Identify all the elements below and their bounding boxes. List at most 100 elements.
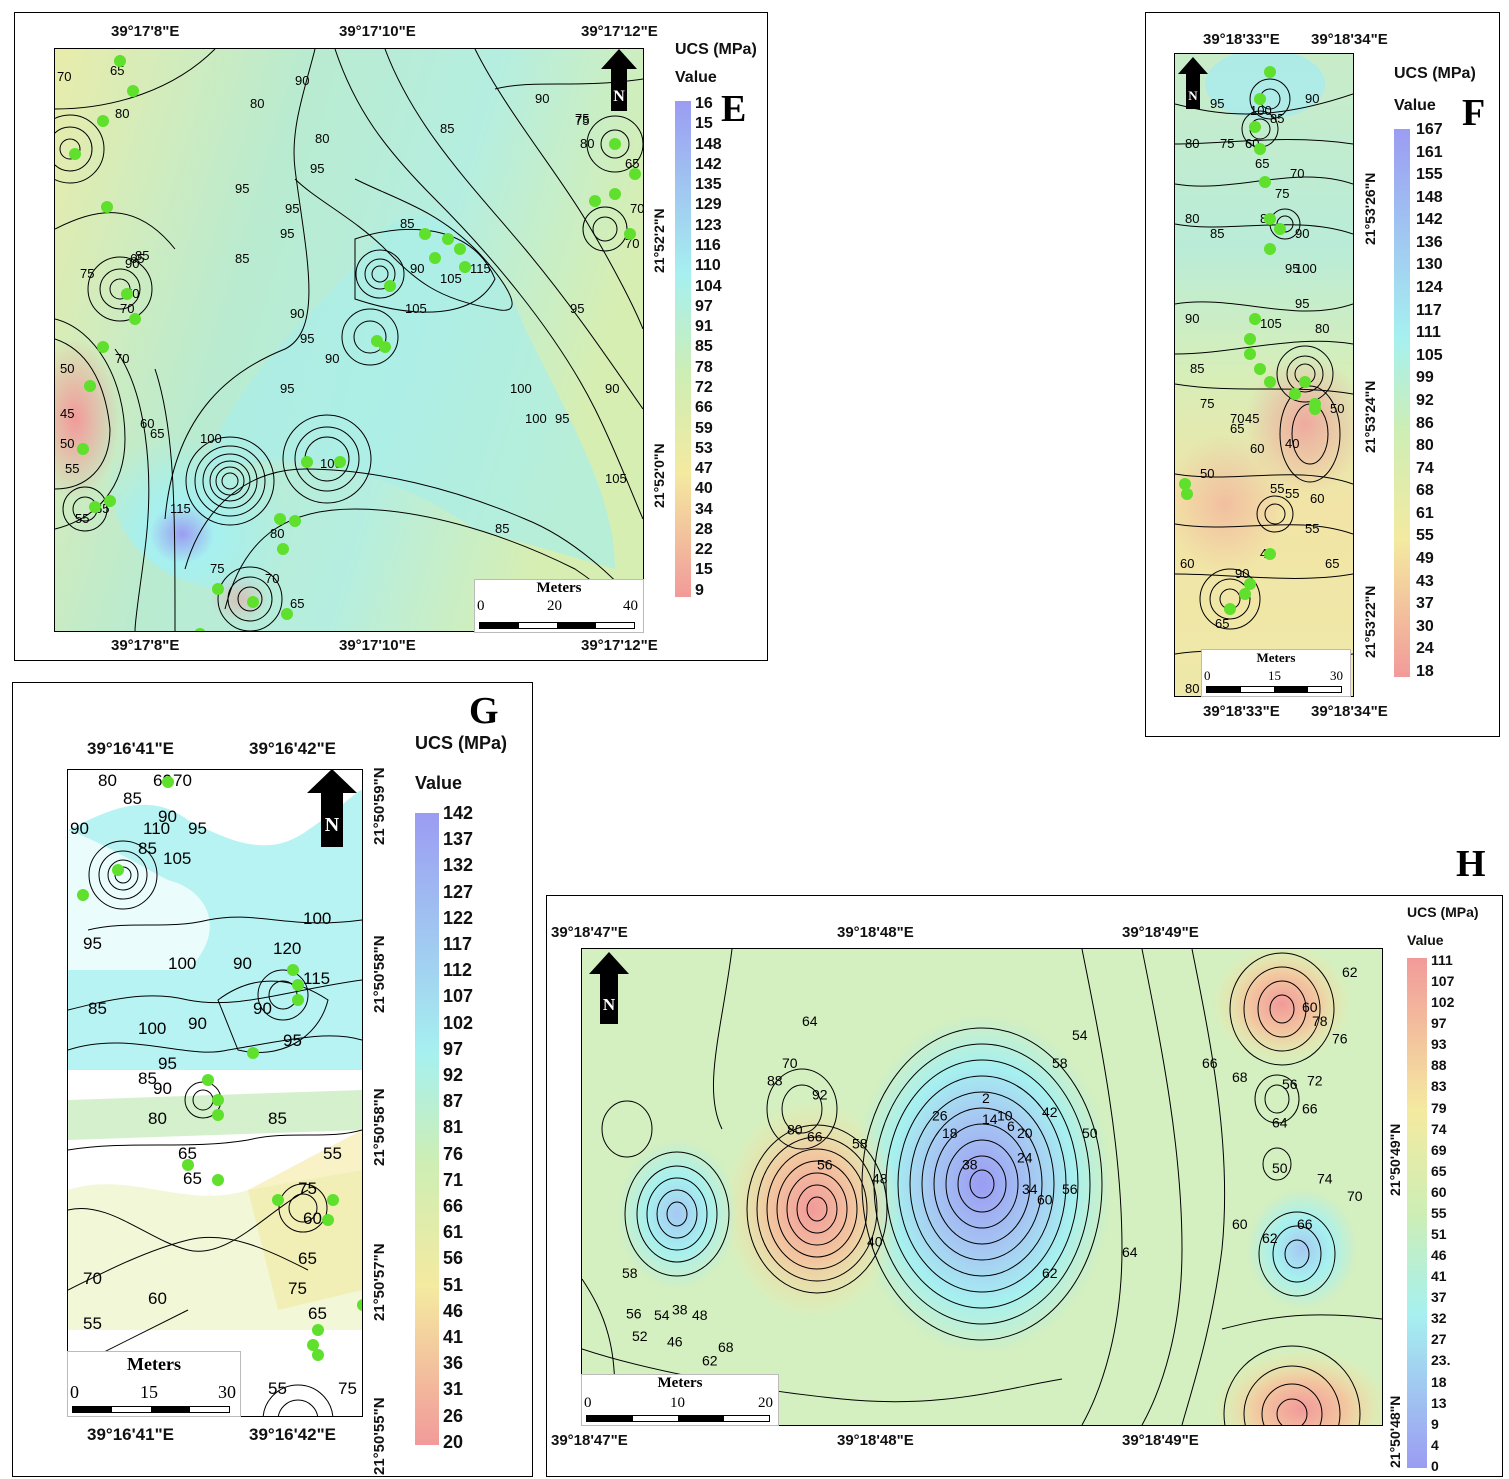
legend-value: 117 — [1416, 301, 1442, 319]
sample-point — [624, 228, 636, 240]
sample-point — [104, 495, 116, 507]
legend-value: 9 — [1431, 1415, 1439, 1432]
sample-point — [247, 596, 259, 608]
sample-point — [292, 979, 304, 991]
legend-value: 28 — [695, 520, 713, 538]
contour-label: 66 — [1302, 1101, 1318, 1117]
sample-point — [202, 1074, 214, 1086]
contour-label: 75 — [210, 561, 224, 576]
contour-map-g: 8060708590959085110105951001009012011590… — [67, 769, 363, 1417]
legend-value: 74 — [1431, 1120, 1447, 1137]
contour-label: 105 — [605, 471, 627, 486]
sample-point — [97, 341, 109, 353]
contour-label: 2 — [982, 1090, 990, 1106]
legend-value: 32 — [1431, 1310, 1447, 1327]
contour-label: 55 — [1305, 521, 1319, 536]
legend-values-h: 111 107 102 97 93 88 83 79 74 69 65 60 55 51 46 41 37 32 2… — [1431, 952, 1454, 1474]
legend-value: 116 — [695, 236, 721, 254]
legend-value: 0 — [1431, 1457, 1439, 1474]
scale-title: Meters — [127, 1354, 181, 1374]
legend-value: 142 — [1416, 211, 1443, 229]
legend-value: 136 — [1416, 233, 1443, 251]
legend-value: 155 — [1416, 166, 1443, 184]
sample-point — [379, 341, 391, 353]
legend-value: 104 — [695, 277, 722, 295]
panel-letter-g: G — [469, 690, 499, 732]
contour-label: 75 — [288, 1279, 307, 1298]
contour-label: 42 — [1042, 1104, 1058, 1120]
contour-label: 46 — [667, 1334, 683, 1350]
legend-value: 93 — [1431, 1036, 1447, 1053]
legend-value: 97 — [1431, 1015, 1447, 1032]
contour-label: 58 — [622, 1265, 638, 1281]
coord-right-5: 21°50'55"N — [371, 1397, 388, 1475]
contour-label: 40 — [867, 1234, 883, 1250]
legend-value: 56 — [443, 1248, 464, 1269]
contour-label: 90 — [1295, 226, 1309, 241]
legend-value: 41 — [443, 1327, 464, 1348]
coord-right-4: 21°50'57"N — [371, 1243, 388, 1321]
legend-value: 112 — [443, 960, 473, 981]
contour-label: 66 — [1297, 1216, 1313, 1232]
legend-value: 92 — [443, 1065, 464, 1086]
contour-label: 90 — [158, 807, 177, 826]
contour-label: 76 — [1332, 1031, 1348, 1047]
contour-label: 65 — [298, 1249, 317, 1268]
legend-value: 49 — [1416, 549, 1434, 567]
contour-label: 75 — [1220, 136, 1234, 151]
legend-value: 142 — [443, 803, 474, 823]
contour-label: 60 — [1250, 441, 1264, 456]
legend-value: 99 — [1416, 369, 1434, 387]
legend-value: 36 — [443, 1353, 464, 1374]
contour-label: 80 — [1185, 136, 1199, 151]
legend-value: 40 — [695, 480, 713, 498]
sample-point — [1264, 548, 1276, 560]
legend-value: 66 — [443, 1196, 464, 1217]
coord-right-1: 21°53'26"N — [1362, 172, 1378, 245]
sample-point — [247, 1047, 259, 1059]
sample-point — [114, 55, 126, 67]
sample-point — [77, 443, 89, 455]
contour-label: 115 — [170, 501, 191, 516]
contour-label: 60 — [1302, 999, 1318, 1015]
sample-point — [101, 201, 113, 213]
scale-bar-graphic — [1206, 686, 1342, 693]
legend-value: 66 — [695, 399, 713, 417]
contour-map-f-svg: 9510090858075607065758085859095100105909… — [1175, 54, 1353, 696]
sample-point — [277, 543, 289, 555]
contour-label: 100 — [525, 411, 547, 426]
legend-value: 18 — [1416, 662, 1434, 680]
sample-point — [1299, 376, 1311, 388]
legend-title-g: UCS (MPa) — [415, 733, 508, 753]
contour-label: 62 — [702, 1353, 718, 1369]
sample-point — [1239, 588, 1251, 600]
north-arrow-f: N — [1178, 57, 1208, 114]
sample-point — [322, 1214, 334, 1226]
legend-value: 107 — [1431, 973, 1455, 990]
contour-label: 70 — [83, 1269, 102, 1288]
sample-point — [1249, 313, 1261, 325]
contour-label: 90 — [1185, 311, 1199, 326]
contour-label: 60 — [1180, 556, 1194, 571]
scale-tick-0: 0 — [584, 1395, 592, 1411]
coord-bottom-1: 39°18'47"E — [551, 1432, 628, 1449]
contour-label: 70 — [630, 201, 643, 216]
contour-label: 80 — [98, 771, 117, 790]
legend-value: 46 — [1431, 1247, 1447, 1264]
contour-label: 68 — [1232, 1069, 1248, 1085]
sample-point — [459, 261, 471, 273]
contour-label: 85 — [135, 248, 149, 263]
coord-bottom-3: 39°17'12"E — [581, 637, 658, 654]
legend-ramp-f — [1394, 129, 1410, 677]
coord-right-1: 21°52'2"N — [651, 208, 667, 273]
contour-label: 75 — [575, 111, 589, 126]
contour-label: 65 — [308, 1304, 327, 1323]
legend-value: 60 — [1431, 1183, 1447, 1200]
contour-label: 85 — [138, 1069, 157, 1088]
contour-label: 64 — [802, 1013, 818, 1029]
scale-bar-h: Meters 0 10 20 — [581, 1374, 779, 1426]
legend-values-g: 142 137 132 127 122 117 112 107 102 97 92 87 81 76 71 6… — [443, 803, 473, 1453]
contour-label: 95 — [1285, 261, 1299, 276]
contour-label: 65 — [1230, 421, 1244, 436]
legend-value: 137 — [443, 829, 474, 850]
